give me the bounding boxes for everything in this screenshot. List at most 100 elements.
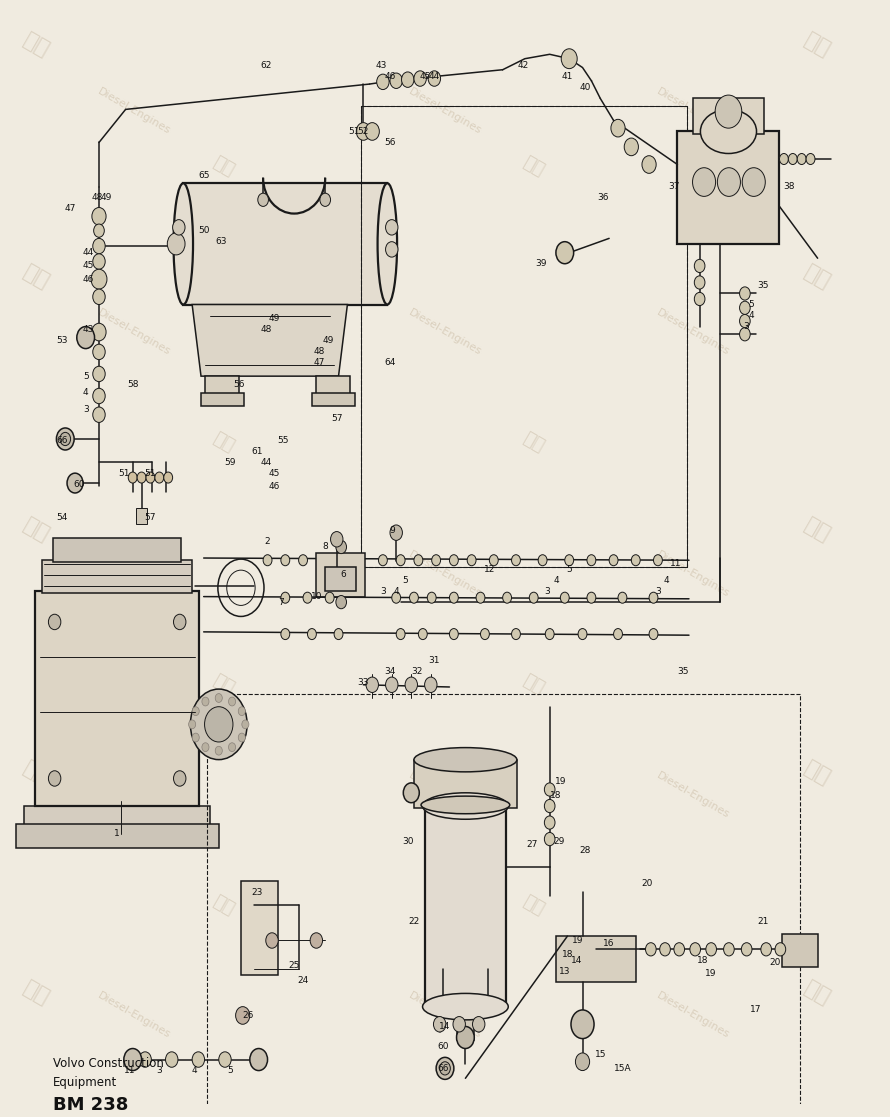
Text: 56: 56 bbox=[384, 139, 396, 147]
Text: 5: 5 bbox=[228, 1066, 233, 1075]
Text: 15: 15 bbox=[595, 1050, 606, 1059]
Circle shape bbox=[356, 123, 370, 141]
Text: 40: 40 bbox=[579, 83, 591, 92]
Text: 63: 63 bbox=[215, 237, 227, 246]
Text: 紫发: 紫发 bbox=[520, 429, 547, 456]
Circle shape bbox=[336, 595, 346, 609]
Bar bbox=[693, 98, 764, 134]
Text: 42: 42 bbox=[517, 60, 529, 70]
Circle shape bbox=[205, 707, 233, 742]
Circle shape bbox=[436, 1058, 454, 1079]
Circle shape bbox=[174, 614, 186, 630]
Circle shape bbox=[775, 943, 786, 956]
Circle shape bbox=[503, 592, 512, 603]
Text: 33: 33 bbox=[358, 678, 369, 687]
Circle shape bbox=[449, 629, 458, 640]
Text: Diesel-Engines: Diesel-Engines bbox=[655, 550, 732, 600]
Bar bbox=[360, 106, 687, 566]
Circle shape bbox=[93, 389, 105, 403]
Text: 动力: 动力 bbox=[20, 30, 53, 60]
Text: 46: 46 bbox=[269, 481, 280, 490]
Text: 31: 31 bbox=[429, 656, 440, 665]
Bar bbox=[425, 806, 506, 1006]
Circle shape bbox=[336, 541, 346, 554]
Text: 57: 57 bbox=[145, 513, 156, 522]
Circle shape bbox=[587, 555, 595, 565]
Text: 3: 3 bbox=[157, 1066, 162, 1075]
Circle shape bbox=[741, 943, 752, 956]
Ellipse shape bbox=[423, 793, 508, 819]
Ellipse shape bbox=[174, 183, 193, 305]
Text: 21: 21 bbox=[756, 917, 768, 926]
Circle shape bbox=[706, 943, 716, 956]
Bar bbox=[35, 591, 199, 806]
Text: Diesel-Engines: Diesel-Engines bbox=[407, 550, 483, 600]
Text: 11: 11 bbox=[125, 1066, 136, 1075]
Circle shape bbox=[385, 220, 398, 235]
Bar bbox=[53, 538, 182, 563]
Circle shape bbox=[587, 592, 595, 603]
Bar bbox=[677, 132, 780, 244]
Circle shape bbox=[390, 525, 402, 541]
Circle shape bbox=[92, 323, 106, 341]
Circle shape bbox=[250, 1049, 268, 1070]
Text: 18: 18 bbox=[562, 951, 573, 960]
Text: 27: 27 bbox=[526, 840, 538, 849]
Text: 36: 36 bbox=[597, 193, 609, 202]
Text: Diesel-Engines: Diesel-Engines bbox=[407, 991, 483, 1040]
Text: 11: 11 bbox=[670, 558, 682, 569]
Text: 3: 3 bbox=[380, 586, 385, 595]
Ellipse shape bbox=[377, 183, 397, 305]
Circle shape bbox=[694, 276, 705, 289]
Circle shape bbox=[56, 428, 74, 450]
Circle shape bbox=[674, 943, 684, 956]
Circle shape bbox=[396, 555, 405, 565]
Text: 19: 19 bbox=[706, 970, 717, 978]
Text: 65: 65 bbox=[198, 171, 209, 180]
Text: 41: 41 bbox=[562, 71, 573, 80]
Circle shape bbox=[378, 555, 387, 565]
Text: 45: 45 bbox=[83, 261, 94, 270]
Bar bbox=[42, 561, 192, 593]
Circle shape bbox=[433, 1016, 446, 1032]
Text: 45: 45 bbox=[269, 469, 280, 478]
Text: 48: 48 bbox=[313, 347, 325, 356]
Text: 54: 54 bbox=[56, 513, 68, 522]
Text: 25: 25 bbox=[288, 962, 300, 971]
Ellipse shape bbox=[423, 993, 508, 1020]
Circle shape bbox=[93, 254, 105, 269]
Text: 4: 4 bbox=[83, 389, 88, 398]
Text: 19: 19 bbox=[554, 777, 566, 786]
Text: Diesel-Engines: Diesel-Engines bbox=[407, 307, 483, 357]
Text: 60: 60 bbox=[74, 479, 85, 488]
Text: 紫发: 紫发 bbox=[209, 671, 237, 698]
Circle shape bbox=[229, 697, 236, 706]
Text: Diesel-Engines: Diesel-Engines bbox=[96, 87, 173, 136]
Text: 39: 39 bbox=[535, 259, 546, 268]
Text: 46: 46 bbox=[384, 71, 396, 80]
Circle shape bbox=[330, 532, 343, 547]
Circle shape bbox=[173, 220, 185, 235]
Circle shape bbox=[263, 555, 272, 565]
Text: 51: 51 bbox=[145, 469, 156, 478]
Circle shape bbox=[281, 555, 290, 565]
Circle shape bbox=[624, 139, 638, 155]
Circle shape bbox=[694, 293, 705, 306]
Circle shape bbox=[565, 555, 574, 565]
Text: 46: 46 bbox=[83, 275, 94, 284]
Text: 44: 44 bbox=[260, 458, 271, 467]
Text: 61: 61 bbox=[251, 447, 263, 456]
Circle shape bbox=[93, 289, 105, 305]
Circle shape bbox=[789, 153, 797, 164]
Text: 7: 7 bbox=[278, 598, 284, 607]
Circle shape bbox=[659, 943, 670, 956]
Circle shape bbox=[139, 1052, 151, 1067]
Text: Diesel-Engines: Diesel-Engines bbox=[407, 770, 483, 820]
Circle shape bbox=[432, 555, 441, 565]
Ellipse shape bbox=[421, 796, 510, 814]
Text: 动力: 动力 bbox=[20, 757, 53, 789]
Text: 10: 10 bbox=[311, 592, 322, 601]
Circle shape bbox=[545, 832, 555, 846]
Text: 30: 30 bbox=[402, 837, 414, 846]
Circle shape bbox=[219, 1052, 231, 1067]
